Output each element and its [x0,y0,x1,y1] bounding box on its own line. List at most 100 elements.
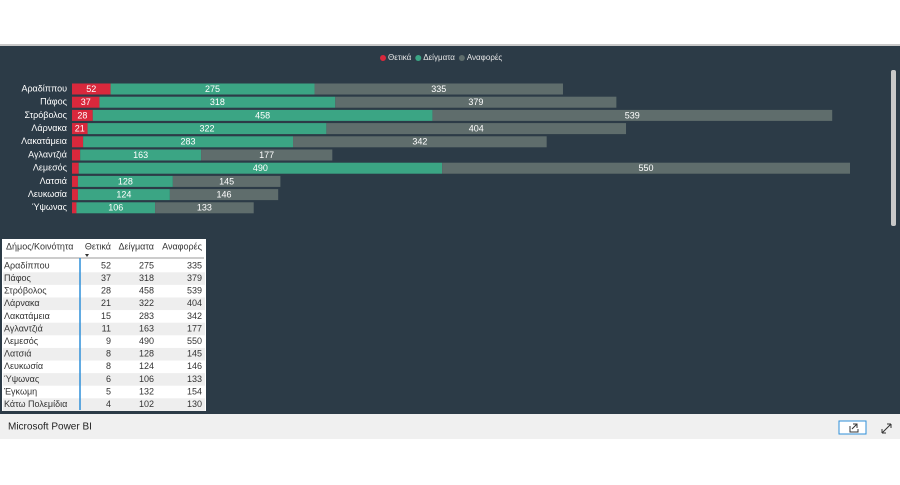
legend-label[interactable]: Θετικά [388,53,412,62]
legend-swatch[interactable] [415,55,422,61]
bar-segment[interactable] [72,175,78,187]
bar-segment[interactable] [335,96,617,108]
bar-segment[interactable] [72,109,93,121]
scrollbar[interactable] [891,70,896,226]
category-label: Πάφος [40,97,68,107]
table-row-band [3,373,205,386]
table-cell: 28 [101,286,111,296]
data-label: 52 [86,84,96,94]
data-label: 342 [412,137,427,147]
table-cell: Αγλαντζιά [4,323,43,333]
data-label: 177 [259,150,274,160]
bar-segment[interactable] [72,189,78,201]
fullscreen-icon[interactable] [881,423,892,434]
bar-segment[interactable] [293,136,547,148]
table-cell: 283 [139,311,154,321]
table-cell: 128 [139,349,154,359]
table-cell: Πάφος [4,273,32,283]
bar-segment[interactable] [314,83,563,95]
bar-segment[interactable] [172,175,281,187]
category-label: Λατσιά [40,176,67,186]
table-cell: 8 [106,361,111,371]
table-cell: Λευκωσία [4,361,43,371]
bar-segment[interactable] [201,149,333,161]
table-row-band [3,272,205,285]
table-cell: Λατσιά [4,349,31,359]
bar-segment[interactable] [87,123,327,135]
data-label: 550 [639,163,654,173]
bar-segment[interactable] [80,149,202,161]
bar-segment[interactable] [110,83,315,95]
legend-swatch[interactable] [380,55,386,61]
share-button[interactable] [838,420,867,435]
table-cell: 404 [187,298,202,308]
table-cell: 52 [101,260,111,270]
data-label: 128 [118,176,133,186]
category-label: Λάρνακα [31,123,67,133]
legend-label[interactable]: Αναφορές [467,53,503,62]
data-label: 146 [217,189,232,199]
category-label: Ύψωνας [32,202,68,212]
footer-bar [0,414,900,439]
table-header[interactable]: Θετικά [85,241,111,251]
table-cell: 133 [187,374,202,384]
bar-segment[interactable] [72,96,100,108]
table-cell: 124 [139,361,154,371]
data-label: 37 [81,97,91,107]
bar-segment[interactable] [72,202,77,214]
table-cell: 335 [187,260,202,270]
bar-segment[interactable] [72,136,84,148]
table-cell: 102 [139,399,154,409]
table-cell: 490 [139,336,154,346]
category-label: Λακατάμεια [21,136,67,146]
table-cell: 458 [139,286,154,296]
table-cell: 4 [106,399,111,409]
data-label: 458 [255,110,270,120]
bar-segment[interactable] [442,162,850,174]
legend-label[interactable]: Δείγματα [423,53,455,62]
table-cell: Λακατάμεια [4,311,50,321]
data-label: 106 [108,203,123,213]
table-header[interactable]: Δήμος/Κοινότητα [6,241,74,251]
bar-segment[interactable] [155,202,254,214]
data-label: 335 [431,84,446,94]
bar-segment[interactable] [72,83,111,95]
table-cell: 146 [187,361,202,371]
sort-arrow[interactable] [85,254,89,257]
bar-segment[interactable] [77,175,173,187]
bar-segment[interactable] [432,109,833,121]
bar-segment[interactable] [326,123,627,135]
table-cell: 8 [106,349,111,359]
bar-segment[interactable] [169,189,279,201]
table-cell: 550 [187,336,202,346]
legend-swatch[interactable] [458,55,465,61]
table-cell: 322 [139,298,154,308]
data-label: 145 [219,176,234,186]
table-cell: Έγκωμη [3,386,37,396]
table-cell: 21 [101,298,111,308]
bar-segment[interactable] [99,96,336,108]
table-header[interactable]: Δείγματα [118,241,154,251]
table-cell: Λεμεσός [4,336,39,346]
table-cell: 15 [101,311,111,321]
bar-segment[interactable] [72,123,88,135]
table-cell: 5 [106,386,111,396]
bar-segment[interactable] [76,202,156,214]
data-label: 318 [210,97,225,107]
data-label: 21 [75,123,85,133]
bar-segment[interactable] [77,189,170,201]
table-cell: 539 [187,286,202,296]
bar-segment[interactable] [92,109,433,121]
table-cell: 163 [139,323,154,333]
table-cell: Λάρνακα [4,298,40,308]
bar-segment[interactable] [78,162,443,174]
bar-segment[interactable] [72,162,79,174]
table-cell: 379 [187,273,202,283]
share-icon[interactable] [849,423,859,433]
category-label: Αραδίππου [21,83,67,93]
bar-segment[interactable] [72,149,81,161]
table-cell: 37 [101,273,111,283]
bar-segment[interactable] [83,136,294,148]
table-header[interactable]: Αναφορές [162,241,203,251]
category-label: Στρόβολος [24,110,67,120]
